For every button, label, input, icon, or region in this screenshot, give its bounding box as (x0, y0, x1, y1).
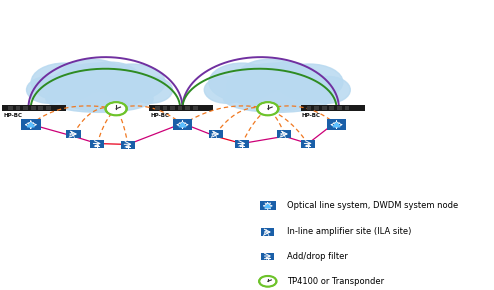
Bar (2, 105, 66, 111)
Text: Optical line system, DWDM system node: Optical line system, DWDM system node (287, 201, 458, 211)
Bar (8, 106, 13, 110)
Text: HP-BC: HP-BC (302, 113, 321, 117)
Bar (301, 140, 315, 148)
Circle shape (257, 102, 279, 115)
Bar (261, 228, 275, 236)
Polygon shape (27, 123, 35, 127)
Ellipse shape (224, 86, 331, 112)
Ellipse shape (61, 59, 124, 92)
Bar (31, 106, 36, 110)
Ellipse shape (49, 63, 150, 111)
Bar (314, 106, 319, 110)
Text: In-line amplifier site (ILA site): In-line amplifier site (ILA site) (287, 227, 411, 237)
Bar (329, 106, 334, 110)
Ellipse shape (204, 77, 248, 103)
Polygon shape (265, 204, 271, 208)
Ellipse shape (128, 77, 172, 103)
Text: HP-BC: HP-BC (3, 113, 22, 117)
Bar (185, 106, 190, 110)
Bar (345, 106, 349, 110)
Ellipse shape (261, 62, 316, 91)
Bar (23, 106, 28, 110)
Text: Add/drop filter: Add/drop filter (287, 252, 348, 261)
Bar (178, 106, 182, 110)
Bar (16, 106, 20, 110)
Bar (155, 106, 160, 110)
Bar (163, 106, 167, 110)
Bar (39, 106, 43, 110)
Ellipse shape (99, 64, 165, 100)
Ellipse shape (239, 59, 301, 92)
Circle shape (259, 276, 277, 287)
Ellipse shape (31, 63, 98, 102)
Bar (170, 106, 175, 110)
Ellipse shape (46, 86, 153, 112)
Bar (301, 105, 365, 111)
Bar (261, 253, 275, 260)
Bar (307, 106, 311, 110)
Bar (337, 106, 342, 110)
Circle shape (105, 102, 127, 115)
Polygon shape (333, 123, 340, 127)
Ellipse shape (306, 77, 350, 103)
Bar (46, 106, 51, 110)
Text: TP4100 or Transponder: TP4100 or Transponder (287, 277, 384, 286)
Text: HP-BC: HP-BC (150, 113, 169, 117)
Bar (327, 119, 346, 130)
Bar (90, 140, 104, 148)
Bar (260, 202, 276, 210)
Bar (172, 119, 193, 130)
Circle shape (108, 104, 124, 114)
Bar (193, 106, 198, 110)
Ellipse shape (27, 77, 71, 103)
Ellipse shape (83, 62, 138, 91)
Circle shape (261, 277, 275, 286)
Bar (277, 130, 291, 138)
Bar (322, 106, 327, 110)
Polygon shape (179, 123, 186, 127)
Bar (149, 105, 213, 111)
Bar (21, 119, 41, 130)
Circle shape (259, 104, 276, 114)
Bar (208, 130, 223, 138)
Ellipse shape (226, 63, 328, 111)
Bar (121, 141, 135, 149)
Bar (235, 140, 249, 148)
Bar (66, 130, 81, 138)
Ellipse shape (209, 63, 276, 102)
Ellipse shape (276, 64, 343, 100)
